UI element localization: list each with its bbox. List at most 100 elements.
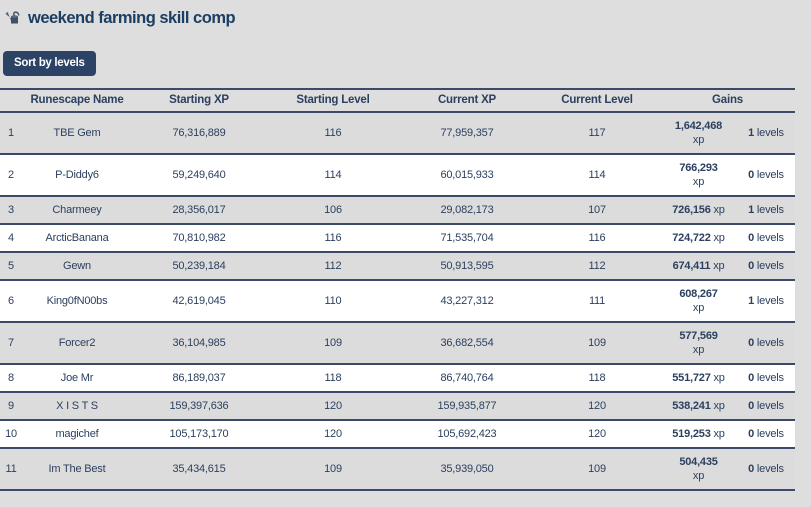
gains-xp-cell: 674,411 xp (660, 252, 737, 280)
player-name-cell: ArcticBanana (45, 232, 109, 244)
starting-xp-cell: 59,249,640 (172, 169, 226, 181)
current-level-cell: 111 (588, 295, 606, 307)
gains-levels-unit: levels (754, 428, 784, 440)
gains-levels-unit: levels (754, 400, 784, 412)
starting-level-header: Starting Level (296, 94, 370, 106)
player-name-cell: Gewn (63, 260, 91, 272)
gains-xp-cell: 519,253 xp (660, 420, 737, 448)
rank-cell: 9 (8, 400, 14, 412)
table-row: 4 ArcticBanana 70,810,982 116 71,535,704 116 7… (0, 224, 795, 252)
gains-xp-value: 577,569 (679, 330, 718, 342)
current-xp-cell: 105,692,423 (437, 428, 497, 440)
gains-xp-cell: 766,293 xp (660, 154, 737, 196)
gains-xp-value: 724,722 (672, 232, 711, 244)
gains-xp-unit: xp (692, 344, 705, 356)
table-row: 5 Gewn 50,239,184 112 50,913,595 112 674,411 x… (0, 252, 795, 280)
gains-xp-value: 1,642,468 (674, 120, 723, 132)
player-name-cell: P-Diddy6 (55, 169, 99, 181)
gains-levels-value: 1 (748, 127, 755, 139)
starting-level-cell: 106 (324, 204, 342, 216)
gains-levels-value: 0 (748, 260, 755, 272)
rank-cell: 2 (8, 169, 14, 181)
gains-levels-cell: 0 levels (737, 252, 795, 280)
rank-cell: 6 (8, 295, 14, 307)
rank-cell: 10 (5, 428, 17, 440)
gains-xp-value: 538,241 (672, 400, 711, 412)
current-xp-cell: 43,227,312 (440, 295, 494, 307)
gains-xp-unit: xp (710, 372, 725, 384)
table-row: 2 P-Diddy6 59,249,640 114 60,015,933 114 766,2… (0, 154, 795, 196)
player-name-cell: Forcer2 (58, 337, 96, 349)
current-xp-cell: 60,015,933 (440, 169, 494, 181)
gains-levels-cell: 1 levels (737, 196, 795, 224)
gains-xp-cell: 504,435 xp (660, 448, 737, 490)
gains-xp-cell: 577,569 xp (660, 322, 737, 364)
starting-xp-cell: 105,173,170 (169, 428, 229, 440)
current-xp-cell: 50,913,595 (440, 260, 494, 272)
gains-levels-cell: 0 levels (737, 392, 795, 420)
gains-levels-value: 0 (748, 463, 755, 475)
starting-level-cell: 120 (324, 400, 342, 412)
gains-levels-cell: 0 levels (737, 322, 795, 364)
gains-xp-cell: 726,156 xp (660, 196, 737, 224)
gains-levels-unit: levels (754, 127, 784, 139)
gains-levels-cell: 1 levels (737, 280, 795, 322)
gains-levels-unit: levels (754, 204, 784, 216)
gains-levels-cell: 0 levels (737, 364, 795, 392)
gains-xp-value: 551,727 (672, 372, 711, 384)
page-header: weekend farming skill comp (0, 0, 811, 28)
table-row: 7 Forcer2 36,104,985 109 36,682,554 109 577,56… (0, 322, 795, 364)
gains-xp-unit: xp (692, 302, 705, 314)
starting-level-cell: 116 (324, 232, 342, 244)
rank-cell: 4 (8, 232, 14, 244)
player-name-cell: King0fN00bs (46, 295, 108, 307)
sort-by-levels-button[interactable]: Sort by levels (3, 51, 96, 76)
gains-xp-value: 519,253 (672, 428, 711, 440)
current-xp-cell: 36,682,554 (440, 337, 494, 349)
rank-header (0, 89, 22, 112)
gains-levels-unit: levels (754, 232, 784, 244)
gains-levels-unit: levels (754, 337, 784, 349)
gains-xp-unit: xp (710, 204, 725, 216)
table-row: 11 Im The Best 35,434,615 109 35,939,050 109 5… (0, 448, 795, 490)
current-xp-cell: 86,740,764 (440, 372, 494, 384)
table-row: 10 magichef 105,173,170 120 105,692,423 120 51… (0, 420, 795, 448)
starting-level-cell: 109 (324, 463, 342, 475)
gains-xp-unit: xp (692, 470, 705, 482)
starting-xp-cell: 86,189,037 (172, 372, 226, 384)
starting-level-cell: 109 (324, 337, 342, 349)
starting-xp-cell: 76,316,889 (172, 127, 226, 139)
gains-levels-unit: levels (754, 463, 784, 475)
gains-xp-cell: 1,642,468 xp (660, 112, 737, 154)
current-xp-header: Current XP (437, 94, 497, 106)
current-level-cell: 112 (588, 260, 606, 272)
gains-xp-value: 674,411 (672, 260, 711, 272)
gains-xp-value: 504,435 (679, 456, 718, 468)
gains-xp-cell: 551,727 xp (660, 364, 737, 392)
gains-levels-unit: levels (754, 260, 784, 272)
starting-level-cell: 114 (324, 169, 342, 181)
starting-level-cell: 116 (324, 127, 342, 139)
current-level-cell: 120 (588, 428, 606, 440)
current-level-cell: 116 (588, 232, 606, 244)
current-level-cell: 109 (588, 463, 606, 475)
current-level-cell: 118 (588, 372, 606, 384)
gains-xp-unit: xp (710, 260, 725, 272)
gains-levels-value: 0 (748, 337, 755, 349)
rank-cell: 8 (8, 372, 14, 384)
starting-xp-cell: 50,239,184 (172, 260, 226, 272)
table-row: 1 TBE Gem 76,316,889 116 77,959,357 117 1,642,… (0, 112, 795, 154)
starting-level-cell: 120 (324, 428, 342, 440)
starting-xp-cell: 159,397,636 (169, 400, 229, 412)
starting-xp-cell: 36,104,985 (172, 337, 226, 349)
current-xp-cell: 29,082,173 (440, 204, 494, 216)
rank-cell: 1 (8, 127, 14, 139)
gains-levels-value: 1 (748, 204, 755, 216)
player-name-cell: TBE Gem (53, 127, 101, 139)
gains-xp-unit: xp (710, 232, 725, 244)
gains-levels-value: 1 (748, 295, 755, 307)
current-xp-cell: 77,959,357 (440, 127, 494, 139)
gains-xp-unit: xp (710, 400, 725, 412)
current-level-cell: 114 (588, 169, 606, 181)
